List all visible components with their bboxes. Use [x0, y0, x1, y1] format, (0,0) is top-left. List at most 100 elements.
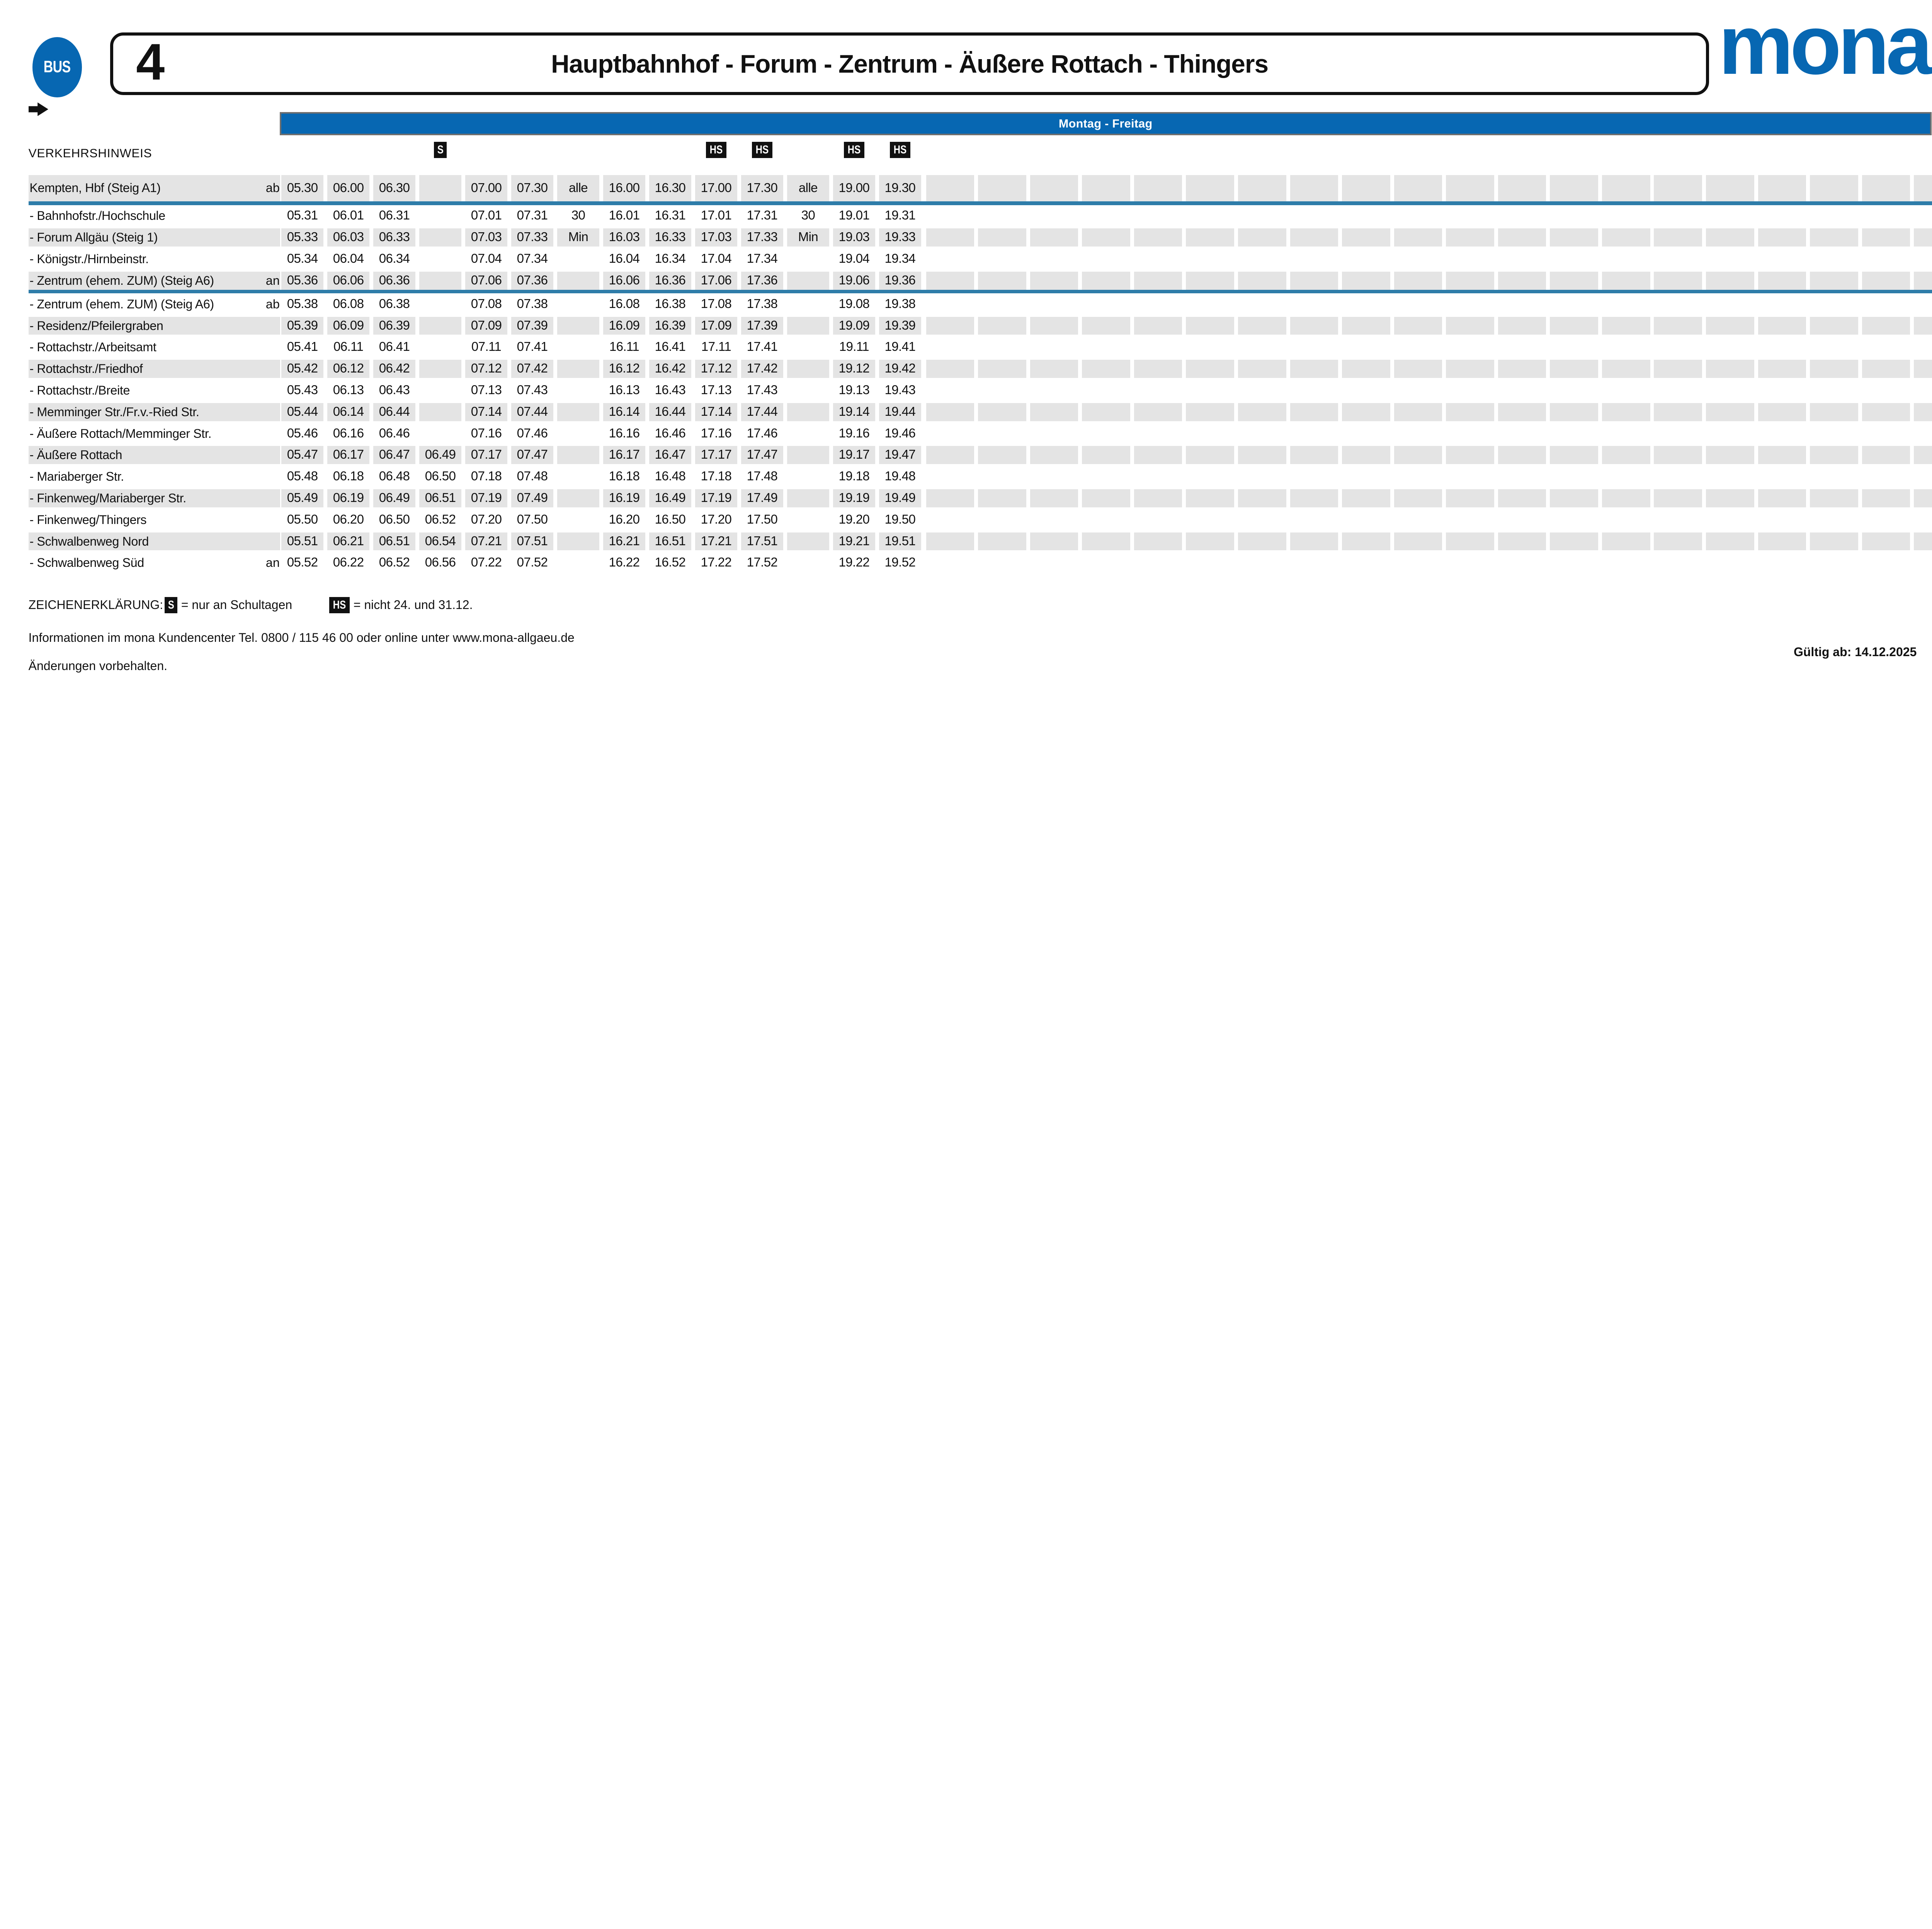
time-cell: 19.06 [838, 273, 870, 287]
time-cell: 06.54 [425, 534, 456, 548]
time-cell: 16.46 [655, 426, 686, 441]
time-cell: 05.39 [287, 318, 318, 333]
row-shading [1498, 316, 1546, 335]
time-cell: 17.01 [701, 208, 732, 223]
time-cell: 06.12 [333, 361, 364, 376]
row-shading [1394, 175, 1442, 202]
row-shading [603, 403, 645, 421]
row-shading [1342, 228, 1390, 247]
row-shading [1550, 271, 1598, 290]
row-shading [1446, 489, 1494, 507]
row-shading [1238, 489, 1286, 507]
row-shading [1550, 489, 1598, 507]
time-cell: 16.49 [655, 490, 686, 505]
row-shading [695, 175, 737, 202]
row-shading [978, 228, 1026, 247]
timetable-row: - Memminger Str./Fr.v.-Ried Str. 05.44 06.… [0, 401, 1932, 423]
time-cell: alle [798, 181, 818, 196]
row-shading [695, 271, 737, 290]
row-shading [1186, 360, 1235, 378]
stop-note: ab [265, 181, 280, 195]
time-cell: 16.30 [655, 181, 686, 196]
time-cell: 16.31 [655, 208, 686, 223]
row-shading [1238, 175, 1286, 202]
time-cell: 16.51 [655, 534, 686, 548]
row-shading [1290, 271, 1338, 290]
row-shading [1654, 489, 1702, 507]
row-shading [511, 489, 553, 507]
row-shading [1706, 489, 1754, 507]
line-header-box: 4 Hauptbahnhof - Forum - Zentrum - Äußer… [110, 32, 1709, 95]
time-cell: 06.51 [425, 490, 456, 505]
row-shading [28, 175, 281, 202]
row-shading [1030, 271, 1078, 290]
row-shading [1602, 489, 1650, 507]
row-shading [419, 360, 462, 378]
row-shading [1654, 360, 1702, 378]
row-shading [833, 446, 875, 464]
row-shading [879, 532, 921, 551]
row-shading [465, 489, 508, 507]
row-shading [1446, 532, 1494, 551]
row-shading [1446, 403, 1494, 421]
stop-name: - Zentrum (ehem. ZUM) (Steig A6) [29, 273, 214, 287]
time-cell: 19.52 [884, 555, 916, 570]
row-shading [1914, 228, 1932, 247]
row-shading [1342, 532, 1390, 551]
time-cell: 16.09 [609, 318, 640, 333]
row-shading [978, 532, 1026, 551]
time-cell: alle [568, 181, 588, 196]
row-shading [327, 360, 370, 378]
row-shading [327, 446, 370, 464]
timetable-row: - Bahnhofstr./Hochschule 05.31 06.01 06.31 0… [0, 205, 1932, 227]
row-shading [373, 228, 416, 247]
time-cell: 17.04 [701, 252, 732, 266]
row-shading [1758, 175, 1806, 202]
row-shading [787, 446, 829, 464]
row-shading [787, 360, 829, 378]
stop-name: - Rottachstr./Friedhof [29, 362, 143, 376]
row-shading [557, 175, 599, 202]
timetable-row: - Finkenweg/Mariaberger Str. 05.49 06.19 06… [0, 487, 1932, 509]
time-cell: 16.43 [655, 383, 686, 397]
time-cell: 19.46 [884, 426, 916, 441]
time-cell: 19.13 [838, 383, 870, 397]
row-shading [833, 360, 875, 378]
time-cell: 19.17 [838, 447, 870, 462]
time-cell: 06.39 [379, 318, 410, 333]
row-shading [281, 316, 324, 335]
time-cell: 17.50 [747, 512, 778, 527]
time-cell: 07.39 [517, 318, 548, 333]
timetable-row: - Residenz/Pfeilergraben 05.39 06.09 06.39 0… [0, 315, 1932, 337]
row-shading [879, 228, 921, 247]
stop-name: Kempten, Hbf (Steig A1) [29, 181, 161, 195]
time-cell: 05.46 [287, 426, 318, 441]
row-shading [741, 489, 783, 507]
time-cell: 06.03 [333, 230, 364, 245]
row-shading [879, 316, 921, 335]
line-number: 4 [136, 33, 165, 91]
row-shading [879, 175, 921, 202]
row-shading [833, 489, 875, 507]
time-cell: 19.30 [884, 181, 916, 196]
row-shading [787, 271, 829, 290]
row-shading [1810, 228, 1858, 247]
time-cell: 07.42 [517, 361, 548, 376]
time-cell: 05.36 [287, 273, 318, 287]
row-shading [28, 228, 281, 247]
time-cell: 07.14 [471, 404, 502, 419]
time-cell: 07.03 [471, 230, 502, 245]
time-cell: 16.11 [609, 340, 639, 354]
time-cell: 07.43 [517, 383, 548, 397]
time-cell: Min [798, 230, 818, 245]
row-shading [281, 446, 324, 464]
row-shading [603, 532, 645, 551]
time-cell: 06.41 [379, 340, 410, 354]
row-shading [1862, 446, 1910, 464]
time-cell: 16.42 [655, 361, 686, 376]
row-shading [1706, 446, 1754, 464]
row-shading [1290, 532, 1338, 551]
school-days-marker-icon: S [434, 141, 447, 158]
row-shading [327, 403, 370, 421]
timetable-row: - Finkenweg/Thingers 05.50 06.20 06.50 06.52… [0, 509, 1932, 531]
